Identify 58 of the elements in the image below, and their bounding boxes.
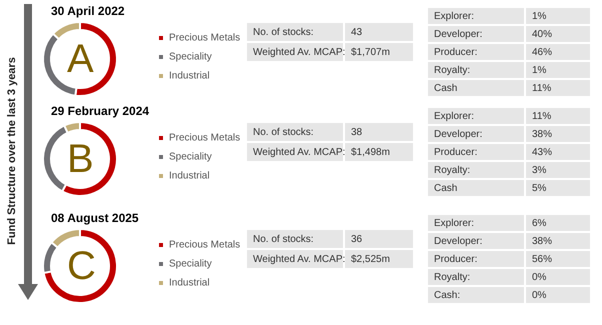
- text: 6%: [526, 215, 590, 231]
- text: $1,498m: [345, 143, 413, 161]
- text: No. of stocks:: [247, 230, 343, 248]
- text: No. of stocks:: [247, 123, 343, 141]
- text: Explorer:: [428, 215, 524, 231]
- chart-title: 30 April 2022: [51, 4, 125, 18]
- legend-label: Precious Metals: [169, 32, 240, 44]
- text: Cash: [428, 180, 524, 196]
- legend-label: Speciality: [169, 52, 212, 62]
- text: 40%: [526, 26, 590, 42]
- text: Royalty:: [428, 162, 524, 178]
- text: C: [67, 244, 96, 288]
- text: Royalty:: [428, 62, 524, 78]
- text: No. of stocks:: [247, 23, 343, 41]
- text: Weighted Av. MCAP:: [247, 143, 346, 161]
- text: Developer:: [428, 233, 524, 249]
- legend-label: Industrial: [169, 70, 210, 82]
- text: 38%: [526, 126, 590, 142]
- text: Weighted Av. MCAP:: [247, 43, 346, 61]
- text: Producer:: [428, 251, 524, 267]
- text: 38%: [526, 233, 590, 249]
- text: B: [67, 137, 94, 181]
- text: 43%: [526, 144, 590, 160]
- text: Developer:: [428, 126, 524, 142]
- text: 43: [345, 23, 413, 41]
- text: 56%: [526, 251, 590, 267]
- legend-label: Precious Metals: [169, 132, 240, 144]
- text: 11%: [526, 108, 590, 124]
- legend-label: Industrial: [169, 170, 210, 182]
- text: 38: [345, 123, 413, 141]
- text: 0%: [526, 287, 590, 303]
- text: $2,525m: [345, 250, 413, 268]
- text: Producer:: [428, 144, 524, 160]
- text: Explorer:: [428, 108, 524, 124]
- text: 3%: [526, 162, 590, 178]
- legend-label: Industrial: [169, 278, 210, 288]
- text: Cash:: [428, 287, 524, 303]
- text: 0%: [526, 269, 590, 285]
- chart-title: 29 February 2024: [51, 104, 150, 118]
- text: 1%: [526, 8, 590, 24]
- text: A: [67, 37, 94, 81]
- text: Weighted Av. MCAP:: [247, 250, 346, 268]
- text: 36: [345, 230, 413, 248]
- text: Producer:: [428, 44, 524, 60]
- legend-label: Speciality: [169, 152, 212, 162]
- text: 11%: [526, 80, 590, 96]
- text: 1%: [526, 62, 590, 78]
- text: Explorer:: [428, 8, 524, 24]
- text: Cash: [428, 80, 524, 96]
- chart-title: 08 August 2025: [51, 211, 139, 225]
- legend-label: Precious Metals: [169, 240, 240, 250]
- text: Developer:: [428, 26, 524, 42]
- text: 46%: [526, 44, 590, 60]
- text: $1,707m: [345, 43, 413, 61]
- text: 5%: [526, 180, 590, 196]
- legend-label: Speciality: [169, 258, 212, 270]
- text: Royalty:: [428, 269, 524, 285]
- text: Fund Structure over the last 3 years: [6, 56, 18, 247]
